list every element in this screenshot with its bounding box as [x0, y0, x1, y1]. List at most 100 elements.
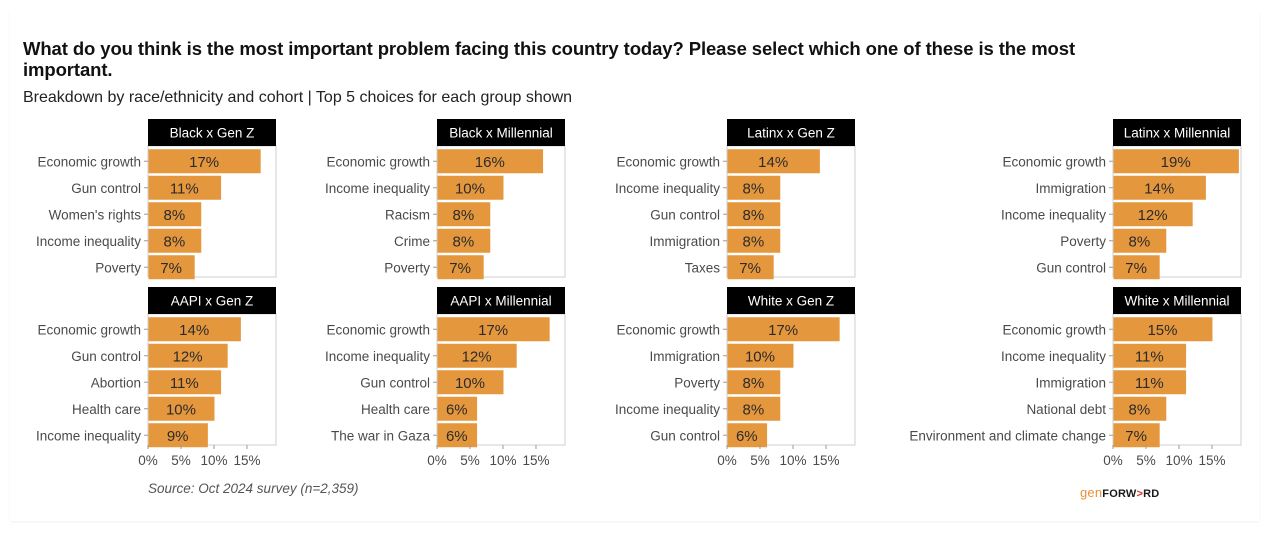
bar: [437, 396, 478, 421]
bar: [1113, 370, 1187, 395]
bar: [148, 255, 195, 280]
facet-panel: Latinx x Millennial Economic growth 19% Imm…: [1001, 119, 1242, 280]
bar: [1113, 175, 1206, 200]
bar-value-label: 7%: [1125, 428, 1147, 445]
panel-strip-label: AAPI x Gen Z: [171, 294, 254, 309]
category-label: Gun control: [1036, 260, 1106, 275]
panel-strip-label: AAPI x Millennial: [450, 294, 551, 309]
bar: [727, 202, 781, 227]
category-label: Income inequality: [615, 181, 720, 196]
category-label: Poverty: [674, 375, 720, 390]
category-label: Income inequality: [1001, 349, 1106, 364]
category-label: Racism: [385, 207, 430, 222]
panel-strip: [148, 287, 276, 314]
category-label: Economic growth: [37, 154, 141, 169]
category-label: Gun control: [71, 349, 141, 364]
chart-card: [10, 10, 1259, 521]
bar-value-label: 11%: [170, 375, 199, 392]
bar-value-label: 8%: [743, 401, 765, 418]
bar: [727, 255, 774, 280]
category-label: Immigration: [649, 349, 720, 364]
bar-value-label: 10%: [166, 401, 196, 418]
facet-panel: White x Gen Z Economic growth 17% Immigrati…: [615, 287, 856, 468]
panel-strip: [437, 287, 565, 314]
bar-value-label: 6%: [446, 401, 468, 418]
bar-value-label: 19%: [1161, 154, 1191, 171]
category-label: Environment and climate change: [909, 428, 1106, 443]
bar: [437, 423, 478, 448]
category-label: Women's rights: [49, 207, 142, 222]
bar: [148, 317, 241, 342]
bar: [1113, 149, 1239, 174]
panel-strip-label: White x Millennial: [1124, 294, 1229, 309]
bar-value-label: 14%: [758, 154, 788, 171]
panel-strip: [727, 119, 855, 146]
panel-strip: [437, 119, 565, 146]
bar: [148, 228, 202, 253]
bar: [727, 149, 820, 174]
panel-strip-label: Black x Gen Z: [170, 126, 255, 141]
x-tick-label: 10%: [200, 453, 227, 468]
category-label: Poverty: [384, 260, 430, 275]
category-label: Economic growth: [616, 154, 720, 169]
category-label: Abortion: [91, 375, 141, 390]
category-label: Poverty: [1060, 234, 1106, 249]
bar: [727, 343, 794, 368]
bar-value-label: 8%: [164, 207, 186, 224]
x-tick-label: 5%: [1136, 453, 1156, 468]
category-label: Gun control: [71, 181, 141, 196]
panel-strip: [1113, 287, 1241, 314]
bar-value-label: 17%: [478, 322, 508, 339]
x-tick-label: 0%: [427, 453, 447, 468]
bar: [1113, 228, 1167, 253]
category-label: Taxes: [685, 260, 721, 275]
x-tick-label: 15%: [522, 453, 549, 468]
bar-value-label: 14%: [1144, 180, 1174, 197]
category-label: Gun control: [650, 207, 720, 222]
category-label: Economic growth: [326, 322, 430, 337]
bar-value-label: 9%: [167, 428, 189, 445]
x-tick-label: 10%: [1165, 453, 1192, 468]
bar-value-label: 6%: [736, 428, 758, 445]
category-label: Crime: [394, 234, 430, 249]
x-tick-label: 5%: [750, 453, 770, 468]
category-label: Economic growth: [1002, 322, 1106, 337]
bar-value-label: 16%: [475, 154, 505, 171]
bar: [1113, 255, 1160, 280]
bar-value-label: 12%: [1138, 207, 1168, 224]
panel-strip: [1113, 119, 1241, 146]
bar: [727, 228, 781, 253]
bar: [1113, 396, 1167, 421]
category-label: Economic growth: [616, 322, 720, 337]
bar: [1113, 423, 1160, 448]
category-label: Poverty: [95, 260, 141, 275]
bar-value-label: 10%: [745, 348, 775, 365]
bar-value-label: 17%: [768, 322, 798, 339]
bar: [148, 343, 228, 368]
bar-value-label: 7%: [449, 260, 471, 277]
x-tick-label: 0%: [717, 453, 737, 468]
facet-panel: AAPI x Millennial Economic growth 17% Incom…: [325, 287, 566, 468]
bar-value-label: 7%: [1125, 260, 1147, 277]
category-label: Income inequality: [1001, 207, 1106, 222]
category-label: Gun control: [360, 375, 430, 390]
panel-strip-label: Latinx x Millennial: [1124, 126, 1231, 141]
logo-arrow-icon: >: [1136, 488, 1144, 500]
x-tick-label: 15%: [233, 453, 260, 468]
category-label: Health care: [361, 402, 430, 417]
bar: [727, 396, 781, 421]
bar-value-label: 8%: [164, 233, 186, 250]
category-label: Income inequality: [325, 181, 430, 196]
category-label: Health care: [72, 402, 141, 417]
bar: [437, 202, 491, 227]
bar-value-label: 8%: [743, 180, 765, 197]
bar-value-label: 8%: [453, 207, 475, 224]
bar-value-label: 10%: [455, 375, 485, 392]
bar-value-label: 10%: [455, 180, 485, 197]
panel-strip-label: White x Gen Z: [748, 294, 834, 309]
bar-value-label: 8%: [1129, 233, 1151, 250]
bar: [148, 202, 202, 227]
category-label: The war in Gaza: [331, 428, 431, 443]
bar-value-label: 11%: [1135, 348, 1164, 365]
facet-panel: AAPI x Gen Z Economic growth 14% Gun contro…: [36, 287, 277, 468]
